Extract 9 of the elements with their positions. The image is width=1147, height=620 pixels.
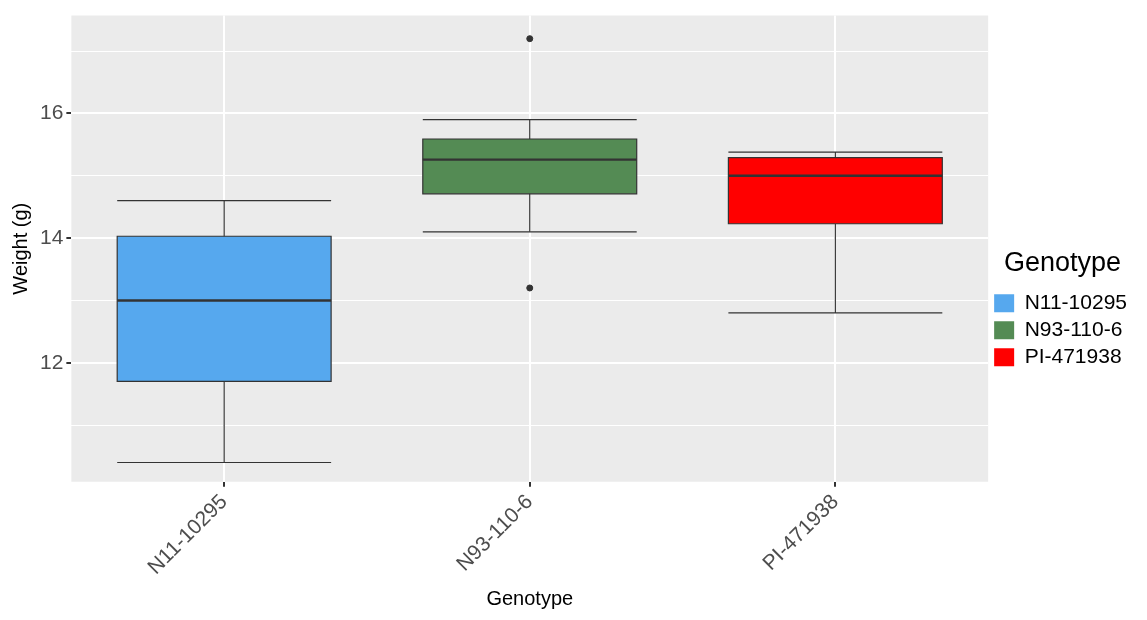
y-tick-label: 16 [40, 100, 64, 124]
y-tick-label: 12 [40, 349, 64, 373]
legend-label: N93-110-6 [1024, 317, 1123, 340]
y-axis-title: Weight (g) [8, 202, 31, 295]
legend-label: N11-10295 [1024, 290, 1127, 313]
y-tick-label: 14 [40, 224, 64, 248]
x-axis-title: Genotype [486, 586, 574, 609]
legend-title: Genotype [1004, 247, 1122, 278]
legend-label: PI-471938 [1024, 344, 1122, 367]
